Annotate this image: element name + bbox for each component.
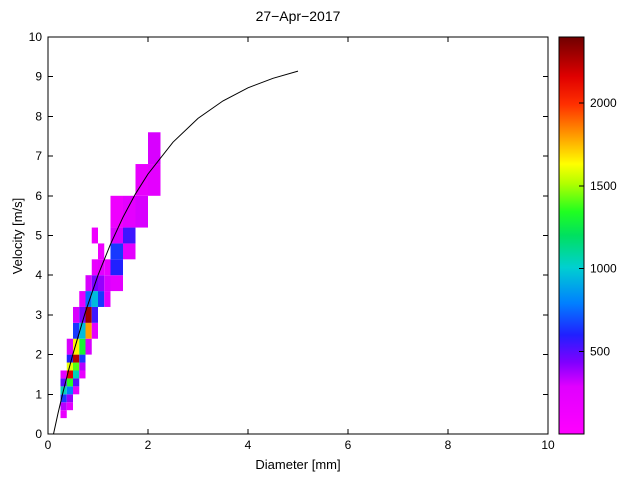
heatmap-cell bbox=[104, 275, 111, 292]
heatmap-cell bbox=[91, 322, 98, 339]
heatmap-cell bbox=[73, 306, 80, 323]
heatmap-cell bbox=[79, 291, 86, 307]
heatmap-cell bbox=[73, 362, 80, 371]
y-tick-label: 1 bbox=[35, 387, 42, 401]
heatmap-cell bbox=[60, 378, 67, 387]
heatmap-cell bbox=[110, 243, 123, 260]
heatmap-cell bbox=[91, 227, 98, 244]
colorbar: 500 1000 1500 2000 bbox=[558, 36, 617, 435]
heatmap-cell bbox=[123, 227, 136, 244]
x-tick-label: 10 bbox=[541, 438, 555, 452]
colorbar-tick-label: 2000 bbox=[590, 96, 617, 110]
heatmap-cell bbox=[91, 291, 98, 307]
heatmap-cell bbox=[66, 370, 73, 379]
heatmap-cell bbox=[91, 259, 98, 276]
heatmap-cell bbox=[66, 338, 73, 355]
x-tick-label: 0 bbox=[45, 438, 52, 452]
heatmap-cell bbox=[91, 306, 98, 323]
heatmap-cell bbox=[98, 291, 105, 307]
heatmap-cell bbox=[60, 410, 67, 419]
heatmap-cell bbox=[66, 394, 73, 403]
heatmap-cell bbox=[110, 195, 123, 228]
heatmap-cell bbox=[98, 275, 105, 292]
heatmap-cell bbox=[79, 362, 86, 371]
y-tick-label: 0 bbox=[35, 427, 42, 441]
heatmap-cell bbox=[110, 275, 123, 292]
heatmap-cell bbox=[110, 259, 123, 276]
heatmap-cell bbox=[66, 378, 73, 387]
y-tick-label: 8 bbox=[35, 109, 42, 123]
heatmap-cell bbox=[60, 402, 67, 411]
heatmap-cell bbox=[135, 195, 148, 228]
heatmap-cell bbox=[79, 322, 86, 339]
heatmap-cell bbox=[60, 370, 67, 379]
x-tick-label: 4 bbox=[245, 438, 252, 452]
heatmap-cell bbox=[148, 164, 161, 196]
heatmap-cell bbox=[79, 306, 86, 323]
heatmap-cell bbox=[73, 354, 80, 363]
colorbar-tick-label: 500 bbox=[590, 344, 610, 358]
heatmap-cell bbox=[85, 322, 92, 339]
terminal-velocity-curve bbox=[53, 70, 299, 435]
heatmap-cell bbox=[123, 195, 136, 228]
heatmap-cell bbox=[85, 275, 92, 292]
axes-layer: 0 2 4 6 8 10 0 1 2 3 4 5 6 7 8 9 10 bbox=[29, 30, 555, 452]
colorbar-tick-label: 1500 bbox=[590, 179, 617, 193]
heatmap-cell bbox=[73, 378, 80, 387]
heatmap-cell bbox=[66, 354, 73, 363]
heatmap-cell bbox=[85, 338, 92, 355]
heatmap-cell bbox=[66, 386, 73, 395]
heatmap-cell bbox=[73, 386, 80, 395]
heatmap-cell bbox=[73, 322, 80, 339]
heatmap-cell bbox=[73, 370, 80, 379]
heatmap-cell bbox=[85, 306, 92, 323]
x-axis-label: Diameter [mm] bbox=[255, 457, 341, 472]
y-tick-label: 9 bbox=[35, 70, 42, 84]
x-tick-label: 6 bbox=[345, 438, 352, 452]
heatmap-cell bbox=[60, 394, 67, 403]
y-tick-label: 7 bbox=[35, 149, 42, 163]
y-tick-label: 3 bbox=[35, 308, 42, 322]
heatmap-cell bbox=[148, 132, 161, 165]
x-tick-label: 8 bbox=[445, 438, 452, 452]
y-tick-label: 6 bbox=[35, 189, 42, 203]
heatmap-cell bbox=[135, 164, 148, 196]
heatmap-cell bbox=[98, 243, 105, 260]
y-tick-label: 10 bbox=[29, 30, 43, 44]
y-tick-label: 2 bbox=[35, 348, 42, 362]
heatmap-cell bbox=[79, 338, 86, 355]
heatmap-cell bbox=[79, 370, 86, 379]
y-axis-label: Velocity [m/s] bbox=[10, 197, 25, 275]
heatmap-cell bbox=[123, 243, 136, 260]
y-tick-label: 4 bbox=[35, 268, 42, 282]
y-tick-label: 5 bbox=[35, 229, 42, 243]
x-tick-label: 2 bbox=[145, 438, 152, 452]
heatmap-cell bbox=[85, 291, 92, 307]
heatmap-cell bbox=[66, 402, 73, 411]
heatmap-layer bbox=[60, 132, 161, 419]
heatmap-cell bbox=[110, 227, 123, 244]
colorbar-tick-label: 1000 bbox=[590, 262, 617, 276]
heatmap-cell bbox=[73, 338, 80, 355]
chart-title: 27−Apr−2017 bbox=[255, 8, 341, 24]
heatmap-cell bbox=[79, 354, 86, 363]
heatmap-cell bbox=[104, 291, 111, 307]
heatmap-cell bbox=[104, 259, 111, 276]
